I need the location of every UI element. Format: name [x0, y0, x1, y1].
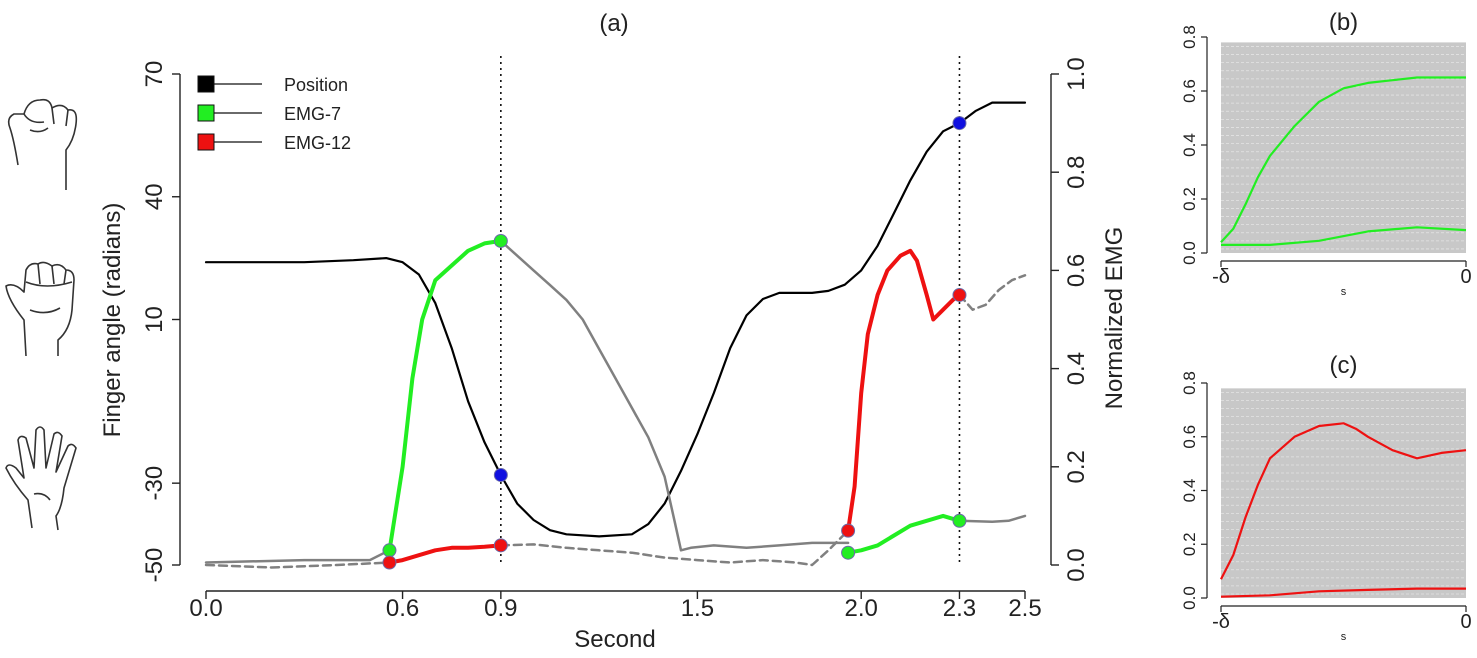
- x-tick-label: 0: [1460, 266, 1471, 288]
- legend-swatch: [197, 75, 215, 93]
- chart-title-a: (a): [599, 10, 628, 37]
- open-hand-icon: [5, 426, 77, 531]
- series-line-emg-7: [846, 513, 962, 555]
- y-tick-label-left: -30: [141, 466, 168, 501]
- series-line-position: [204, 101, 1027, 538]
- y-tick-label: 0.8: [1180, 25, 1199, 49]
- x-tick-label: 1.5: [681, 595, 714, 622]
- y-tick-label-right: 1.0: [1063, 57, 1090, 90]
- y-tick-label-left: 40: [141, 183, 168, 210]
- y-tick-label-right: 0.2: [1063, 450, 1090, 483]
- series-line-emg-12: [387, 543, 503, 565]
- series-line: [1220, 587, 1466, 598]
- y-tick-label: 0.6: [1180, 425, 1199, 449]
- y-tick-label: 0.6: [1180, 79, 1199, 103]
- x-tick-label: -δ: [1212, 266, 1230, 288]
- series-line-gray: [958, 274, 1027, 311]
- y-tick-label: 0.8: [1180, 371, 1199, 395]
- x-axis-title: s: [1341, 286, 1347, 298]
- y-axis-title-right: Normalized EMG: [1101, 227, 1128, 410]
- data-point-marker: [382, 555, 397, 570]
- half-closed-hand-icon: [5, 261, 75, 357]
- inset-chart-b: (b) 0.0 0.2 0.4 0.6 0.8 -δ 0 s: [1180, 9, 1472, 298]
- series-line: [1220, 422, 1467, 580]
- y-tick-label-right: 0.0: [1063, 548, 1090, 581]
- legend-swatch: [197, 104, 215, 122]
- y-tick-label-left: 70: [141, 61, 168, 88]
- y-tick-label: 0.0: [1180, 586, 1199, 610]
- fist-icon: [7, 98, 78, 190]
- x-tick-label: -δ: [1212, 611, 1230, 633]
- y-tick-label-right: 0.6: [1063, 254, 1090, 287]
- chart-title-c: (c): [1330, 352, 1358, 379]
- series-line: [1220, 76, 1466, 243]
- x-tick-label: 2.3: [943, 595, 976, 622]
- y-tick-label: 0.2: [1180, 532, 1199, 556]
- data-point-marker: [841, 523, 856, 538]
- y-axis-title-left: Finger angle (radians): [99, 203, 126, 438]
- x-tick-label: 2.0: [845, 595, 878, 622]
- legend-label: EMG-12: [284, 133, 351, 153]
- inset-chart-c: (c) 0.0 0.2 0.4 0.6 0.8 -δ 0 s: [1180, 352, 1472, 643]
- x-axis-title: s: [1341, 631, 1347, 643]
- y-tick-label-right: 0.4: [1063, 352, 1090, 385]
- background-curves: [1221, 42, 1466, 254]
- x-tick-label: 0: [1460, 611, 1471, 633]
- legend-label: EMG-7: [284, 104, 341, 124]
- series-line: [1221, 226, 1467, 246]
- x-tick-label: 0.0: [189, 595, 222, 622]
- data-point-marker: [493, 467, 508, 482]
- series-line-emg-12: [846, 248, 962, 533]
- data-point-marker: [952, 116, 967, 131]
- y-tick-label: 0.0: [1180, 241, 1199, 265]
- data-point-marker: [952, 513, 967, 528]
- data-point-marker: [493, 233, 508, 248]
- series-line-gray: [204, 549, 391, 564]
- x-tick-label: 2.5: [1008, 595, 1041, 622]
- legend-label: Position: [284, 75, 348, 95]
- y-tick-label-right: 0.8: [1063, 156, 1090, 189]
- data-point-marker: [841, 545, 856, 560]
- data-point-marker: [493, 538, 508, 553]
- data-point-marker: [382, 543, 397, 558]
- background-band: [1221, 42, 1466, 254]
- y-tick-label: 0.2: [1180, 187, 1199, 211]
- series-line-gray: [499, 529, 850, 567]
- data-point-marker: [952, 287, 967, 302]
- x-tick-label: 0.6: [386, 595, 419, 622]
- y-tick-label-left: -50: [141, 548, 168, 583]
- background-curves: [1221, 388, 1466, 598]
- x-tick-label: 0.9: [484, 595, 517, 622]
- series-line-gray: [204, 561, 391, 569]
- series-line-gray: [958, 514, 1027, 524]
- series-line-gray: [499, 239, 850, 552]
- main-chart: (a) -50 -30 10 40 70 Finger angle (radians) 0.0…: [99, 10, 1128, 653]
- legend-swatch: [197, 133, 215, 151]
- x-axis-title: Second: [574, 626, 655, 653]
- y-tick-label: 0.4: [1180, 479, 1199, 503]
- y-tick-label-left: 10: [141, 306, 168, 333]
- chart-title-b: (b): [1329, 9, 1358, 36]
- y-tick-label: 0.4: [1180, 133, 1199, 157]
- series-line-emg-7: [387, 238, 503, 553]
- background-band: [1221, 388, 1466, 598]
